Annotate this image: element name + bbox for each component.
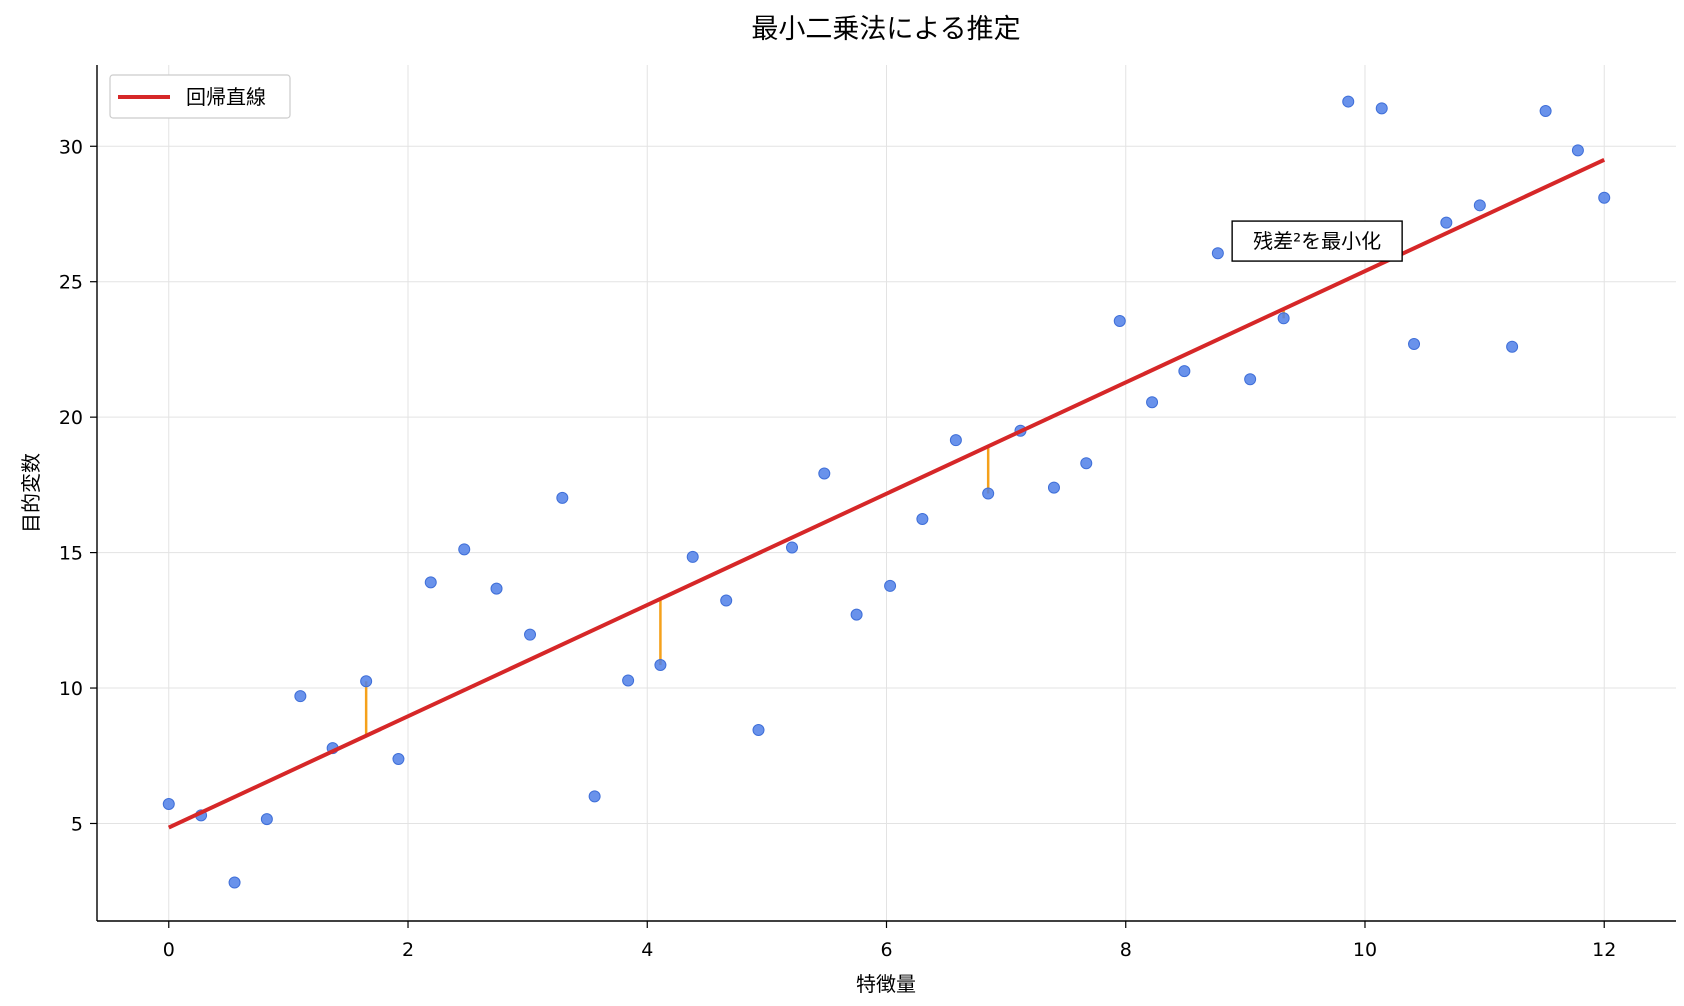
y-tick-label: 30 — [59, 136, 83, 158]
data-point — [392, 753, 405, 766]
data-point — [1375, 102, 1388, 115]
y-tick-label: 15 — [59, 543, 83, 565]
data-point — [1440, 216, 1453, 229]
x-tick-label: 8 — [1120, 939, 1132, 961]
annotation-text: 残差²を最小化 — [1253, 229, 1381, 253]
data-point — [588, 790, 601, 803]
data-point — [458, 543, 471, 556]
data-point — [1506, 340, 1519, 353]
data-point — [294, 690, 307, 703]
data-point — [1571, 144, 1584, 157]
y-ticks: 5 10 15 20 25 30 — [59, 136, 97, 835]
legend-label: 回帰直線 — [186, 85, 266, 109]
data-point — [524, 628, 537, 641]
x-tick-label: 0 — [163, 939, 175, 961]
data-point — [1539, 105, 1552, 118]
data-point — [720, 594, 733, 607]
data-point — [752, 724, 765, 737]
data-point — [424, 576, 437, 589]
data-point — [850, 608, 863, 621]
data-point — [1211, 247, 1224, 260]
x-tick-label: 10 — [1353, 939, 1377, 961]
legend-box — [109, 74, 291, 119]
regression-line-path — [167, 157, 1606, 830]
data-point — [982, 487, 995, 500]
data-point — [949, 434, 962, 447]
y-tick-label: 20 — [59, 407, 83, 429]
data-point — [490, 582, 503, 595]
data-point — [1178, 365, 1191, 378]
data-point — [884, 579, 897, 592]
chart-title: 最小二乗法による推定 — [751, 14, 1020, 45]
annotation: 残差²を最小化 — [1231, 220, 1403, 262]
x-ticks: 0 2 4 6 8 10 12 — [163, 921, 1616, 961]
data-point — [654, 659, 667, 672]
data-point — [360, 675, 373, 688]
y-axis-title: 目的変数 — [19, 453, 43, 533]
data-point — [1598, 191, 1611, 204]
data-point — [162, 797, 175, 810]
data-point — [622, 674, 635, 687]
data-point — [260, 813, 273, 826]
data-point — [818, 467, 831, 480]
data-point — [1473, 199, 1486, 212]
data-point — [785, 541, 798, 554]
data-point — [556, 491, 569, 504]
data-point — [686, 550, 699, 563]
x-axis-title: 特徴量 — [856, 972, 916, 996]
grid — [97, 65, 1676, 921]
data-point — [1080, 457, 1093, 470]
x-tick-label: 12 — [1592, 939, 1616, 961]
data-point — [1277, 312, 1290, 325]
data-point — [1244, 373, 1257, 386]
data-point — [1047, 481, 1060, 494]
y-tick-label: 5 — [71, 813, 83, 835]
annotation-box — [1231, 220, 1403, 262]
data-point — [1342, 95, 1355, 108]
data-point — [916, 513, 929, 526]
data-point — [1408, 338, 1421, 351]
data-point — [1113, 314, 1126, 327]
data-points — [162, 95, 1611, 889]
legend: 回帰直線 — [109, 74, 291, 119]
x-tick-label: 2 — [402, 939, 414, 961]
x-tick-label: 4 — [641, 939, 653, 961]
x-tick-label: 6 — [880, 939, 892, 961]
data-point — [1146, 396, 1159, 409]
y-tick-label: 10 — [59, 678, 83, 700]
regression-line — [167, 157, 1606, 830]
y-tick-label: 25 — [59, 272, 83, 294]
data-point — [228, 876, 241, 889]
